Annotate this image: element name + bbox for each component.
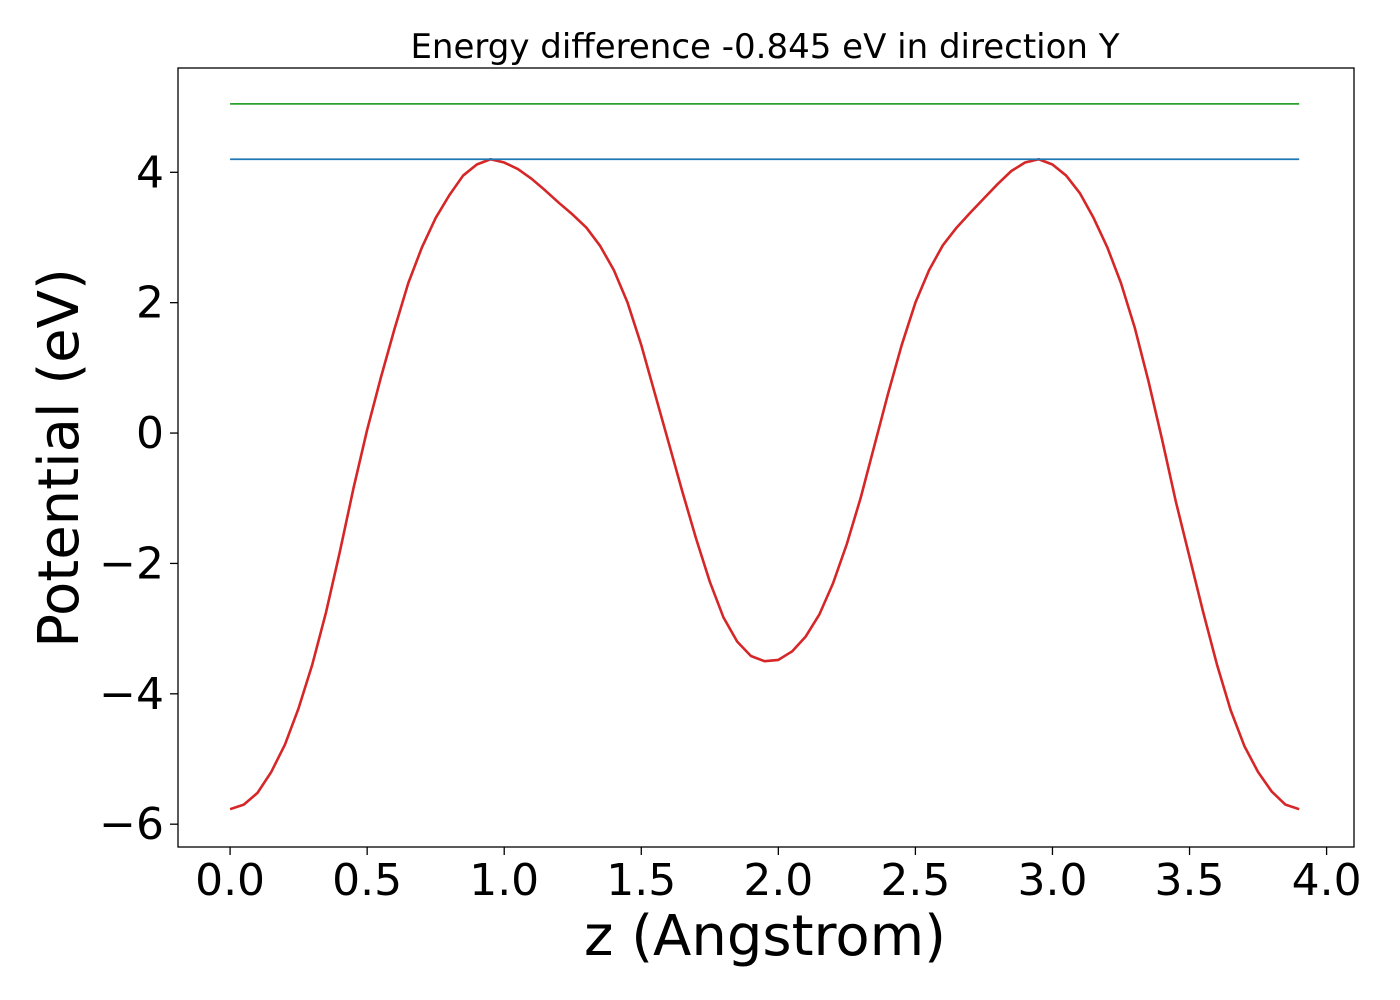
x-tick-label: 0.0	[195, 855, 265, 906]
plot-frame	[177, 67, 1355, 848]
y-tick-label: −6	[99, 799, 164, 850]
x-axis: 0.0 0.5 1.0 1.5 2.0 2.5 3.0 3.5 4.0	[195, 847, 1362, 906]
chart-title: Energy difference -0.845 eV in direction…	[410, 27, 1119, 67]
y-tick-label: 2	[136, 278, 164, 329]
y-tick-label: 4	[136, 147, 164, 198]
y-axis: −6 −4 −2 0 2 4	[99, 147, 178, 850]
x-tick-label: 1.5	[606, 855, 676, 906]
x-tick-label: 4.0	[1292, 855, 1362, 906]
series-line-0	[229, 157, 1300, 811]
x-tick-label: 2.5	[880, 855, 950, 906]
y-tick-label: 0	[136, 408, 164, 459]
x-tick-label: 3.0	[1017, 855, 1087, 906]
y-axis-label: Potential (eV)	[27, 268, 92, 648]
x-tick-label: 2.0	[743, 855, 813, 906]
x-tick-label: 3.5	[1155, 855, 1225, 906]
y-tick-label: −2	[99, 538, 164, 589]
x-axis-label: z (Angstrom)	[584, 904, 946, 969]
x-tick-label: 0.5	[332, 855, 402, 906]
series-layer	[229, 102, 1300, 811]
x-tick-label: 1.0	[469, 855, 539, 906]
y-tick-label: −4	[99, 669, 164, 720]
